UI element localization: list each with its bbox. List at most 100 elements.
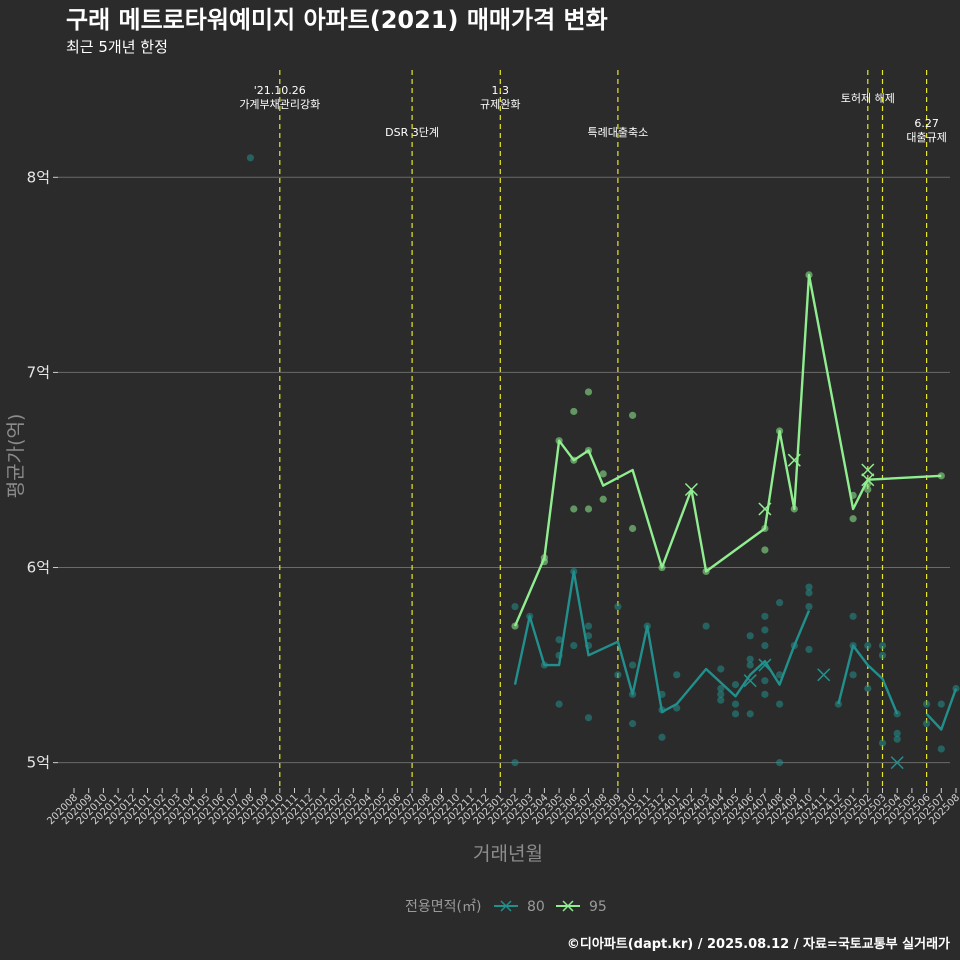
data-point [849, 612, 857, 620]
series-line [513, 570, 811, 714]
event-label: '21.10.26 [254, 84, 306, 97]
cross-marker [758, 658, 772, 672]
data-point [629, 720, 637, 728]
data-point [599, 495, 607, 503]
data-point [731, 680, 740, 689]
legend-key-cross [562, 900, 574, 912]
data-point [893, 735, 901, 743]
data-point [246, 154, 254, 162]
legend-label-80: 80 [527, 899, 545, 915]
event-label: 대출규제 [906, 131, 946, 144]
legend-title: 전용면적(㎡) [405, 899, 481, 915]
series-layer [246, 154, 960, 770]
data-point [864, 684, 872, 693]
event-label: DSR 3단계 [385, 126, 439, 139]
series-95 [511, 271, 945, 630]
data-point [834, 700, 843, 708]
event-label: 1.3 [492, 84, 510, 97]
data-point [923, 700, 931, 708]
data-point [629, 524, 637, 533]
cross-marker [758, 502, 772, 516]
data-point [511, 759, 519, 767]
chart-subtitle: 최근 5개년 한정 [66, 38, 168, 56]
data-point [761, 626, 769, 634]
cross-stroke [743, 674, 757, 688]
data-point [555, 700, 563, 708]
data-point [658, 733, 666, 741]
data-point [746, 655, 754, 663]
chart-title: 구래 메트로타워예미지 아파트(2021) 매매가격 변화 [66, 6, 608, 34]
event-label: 토허제 해제 [841, 91, 895, 105]
data-point [849, 671, 857, 679]
data-point [629, 411, 637, 419]
event-label: 가계부채관리강화 [239, 98, 320, 111]
data-point [893, 729, 901, 737]
y-tick-label: 8억 [27, 168, 50, 186]
cross-stroke [817, 668, 831, 682]
data-point [761, 677, 769, 685]
data-point [878, 651, 887, 659]
cross-stroke [861, 473, 875, 487]
cross-stroke [684, 482, 698, 497]
data-point [923, 720, 931, 728]
y-axis-title: 평균가(억) [5, 414, 27, 499]
data-point [937, 700, 945, 708]
event-label: 특례대출축소 [588, 126, 649, 139]
data-point [776, 599, 784, 607]
data-point [673, 671, 681, 679]
y-tick-label: 5억 [27, 754, 50, 772]
data-point [717, 665, 725, 673]
data-point [614, 602, 622, 611]
cross-marker [817, 668, 831, 682]
cross-marker [684, 482, 698, 497]
x-axis-title: 거래년월 [473, 843, 543, 865]
cross-marker [787, 453, 801, 467]
cross-stroke [758, 502, 772, 516]
data-point [849, 515, 857, 523]
data-point [599, 470, 607, 478]
cross-marker [861, 473, 875, 487]
data-point [805, 645, 813, 654]
data-point [776, 759, 784, 767]
y-tick-label: 6억 [27, 559, 50, 577]
data-point [761, 612, 769, 620]
data-point [776, 700, 784, 708]
data-point [878, 739, 887, 747]
data-point [555, 636, 563, 644]
data-point [746, 661, 754, 669]
data-point [805, 589, 813, 597]
data-point [614, 671, 622, 679]
data-point [570, 407, 578, 416]
gridlines [58, 176, 950, 764]
data-point [511, 602, 519, 611]
data-point [746, 710, 754, 718]
legend-label-95: 95 [589, 899, 607, 915]
cross-stroke [861, 463, 875, 477]
data-point [570, 505, 578, 513]
data-point [761, 546, 769, 554]
data-point [717, 690, 725, 698]
data-point [937, 745, 945, 753]
data-point [717, 696, 725, 704]
cross-marker [890, 756, 904, 770]
data-point [584, 505, 593, 513]
cross-stroke [787, 453, 801, 467]
data-point [746, 632, 754, 640]
data-point [878, 641, 887, 650]
data-point [570, 641, 578, 650]
series-line [837, 644, 899, 715]
y-tick-label: 7억 [27, 363, 50, 381]
legend-key-cross [500, 900, 512, 912]
cross-stroke [890, 756, 904, 770]
y-axis: 5억 6억 7억 8억 [27, 168, 58, 772]
series-line [513, 273, 942, 627]
event-label: 규제완화 [480, 98, 520, 111]
data-point [584, 622, 593, 630]
chart-caption: ©디아파트(dapt.kr) / 2025.08.12 / 자료=국토교통부 실… [567, 936, 950, 952]
x-axis: 2020082020092020102020112020122021012021… [45, 788, 960, 827]
cross-marker [743, 674, 757, 688]
data-point [805, 583, 813, 591]
data-point [761, 641, 769, 650]
